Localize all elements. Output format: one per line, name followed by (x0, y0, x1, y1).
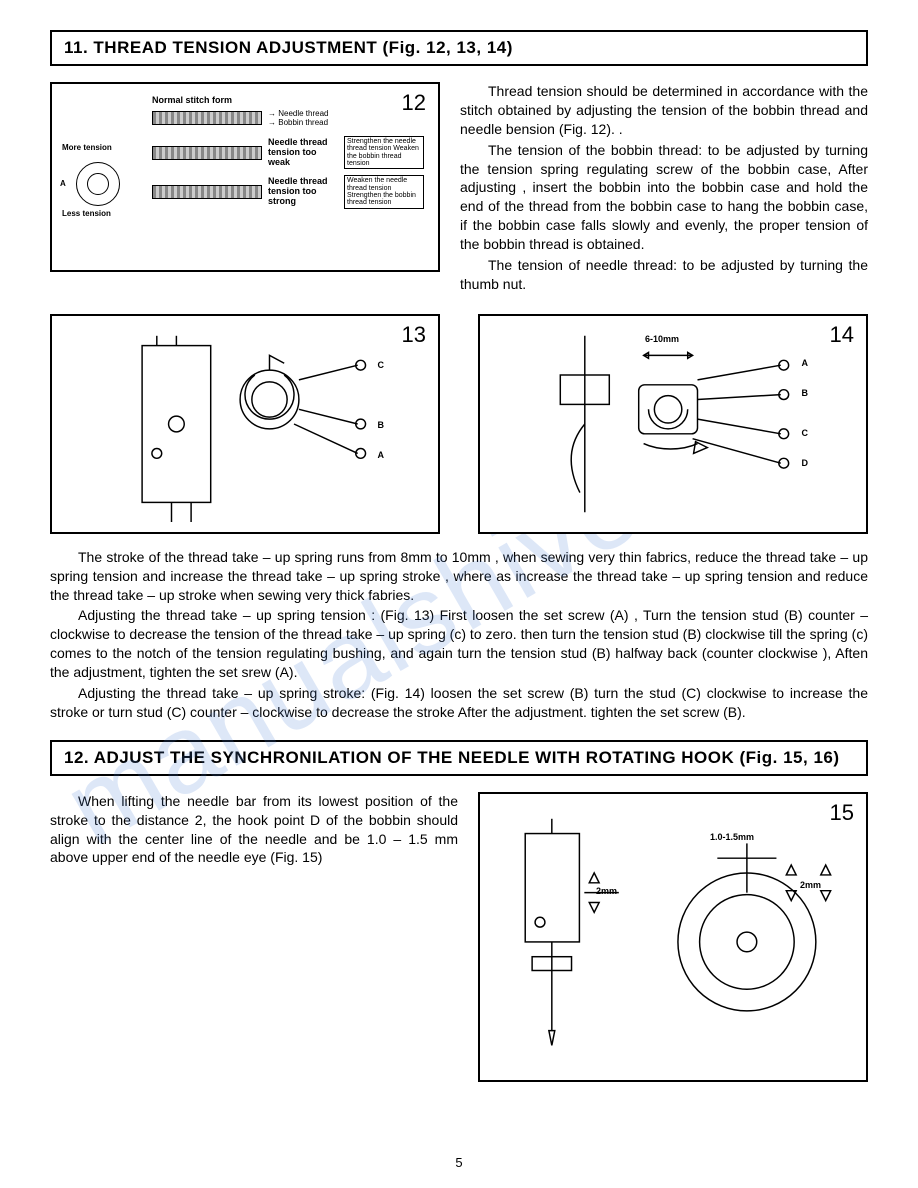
fig14-label-b: B (802, 388, 809, 398)
normal-stitch-row: → Needle thread → Bobbin thread (152, 109, 428, 128)
stitch-bar-icon (152, 111, 262, 125)
figure-15: 15 1.0-1.5mm 2mm 2mm (478, 792, 868, 1082)
fig14-diagram (490, 326, 856, 522)
stitch-bar-icon (152, 146, 262, 160)
section12-left-text: When lifting the needle bar from its low… (50, 792, 458, 1082)
fig13-label-c: C (378, 360, 385, 370)
fig14-range: 6-10mm (645, 334, 679, 344)
weak-advice: Strengthen the needle thread tension Wea… (344, 136, 424, 169)
s12-para1: When lifting the needle bar from its low… (50, 792, 458, 868)
figure-15-number: 15 (830, 800, 854, 826)
weak-stitch-row: Needle thread tension too weak Strengthe… (152, 136, 428, 169)
fig15-dim3: 2mm (800, 880, 821, 890)
fig14-label-a: A (802, 358, 809, 368)
bobbin-circle-icon (76, 162, 120, 206)
s11-body2: Adjusting the thread take – up spring te… (50, 606, 868, 682)
strong-stitch-row: Needle thread tension too strong Weaken … (152, 175, 428, 208)
figure-12: 12 More tension A Less tension Normal st… (50, 82, 440, 272)
fig13-label-b: B (378, 420, 385, 430)
needle-thread-label: Needle thread (278, 109, 328, 118)
fig13-label-a: A (378, 450, 385, 460)
section11-right-text: Thread tension should be determined in a… (460, 82, 868, 296)
stitch-bar-icon (152, 185, 262, 199)
bobbin-thread-label: Bobbin thread (278, 118, 328, 127)
page-number: 5 (455, 1155, 462, 1170)
s11-para2: The tension of the bobbin thread: to be … (460, 141, 868, 254)
figure-13: 13 C B A (50, 314, 440, 534)
row-fig15: When lifting the needle bar from its low… (50, 792, 868, 1082)
figure-14: 14 6-10mm A B C D (478, 314, 868, 534)
section-11-header: 11. THREAD TENSION ADJUSTMENT (Fig. 12, … (50, 30, 868, 66)
fig15-dim2: 2mm (596, 886, 617, 896)
fig13-diagram (62, 326, 428, 522)
strong-label: Needle thread tension too strong (268, 177, 338, 207)
section-12-header: 12. ADJUST THE SYNCHRONILATION OF THE NE… (50, 740, 868, 776)
normal-stitch-label: Normal stitch form (152, 96, 428, 106)
stitch-panel: Normal stitch form → Needle thread → Bob… (152, 96, 428, 215)
section11-body: The stroke of the thread take – up sprin… (50, 548, 868, 722)
fig14-label-c: C (802, 428, 809, 438)
s11-body3: Adjusting the thread take – up spring st… (50, 684, 868, 722)
s11-para1: Thread tension should be determined in a… (460, 82, 868, 139)
strong-advice: Weaken the needle thread tension Strengt… (344, 175, 424, 208)
weak-label: Needle thread tension too weak (268, 138, 338, 168)
figure-13-number: 13 (402, 322, 426, 348)
more-tension-label: More tension (62, 144, 112, 153)
thread-legend: → Needle thread → Bobbin thread (268, 109, 329, 128)
less-tension-label: Less tension (62, 210, 111, 219)
figure-14-number: 14 (830, 322, 854, 348)
fig14-label-d: D (802, 458, 809, 468)
row-fig12: 12 More tension A Less tension Normal st… (50, 82, 868, 296)
s11-body1: The stroke of the thread take – up sprin… (50, 548, 868, 605)
row-fig13-14: 13 C B A 14 (50, 314, 868, 534)
fig15-dim1: 1.0-1.5mm (710, 832, 754, 842)
marker-a: A (60, 180, 66, 189)
bobbin-case-diagram: More tension A Less tension (66, 144, 126, 224)
s11-para3: The tension of needle thread: to be adju… (460, 256, 868, 294)
fig15-diagram (490, 804, 856, 1070)
